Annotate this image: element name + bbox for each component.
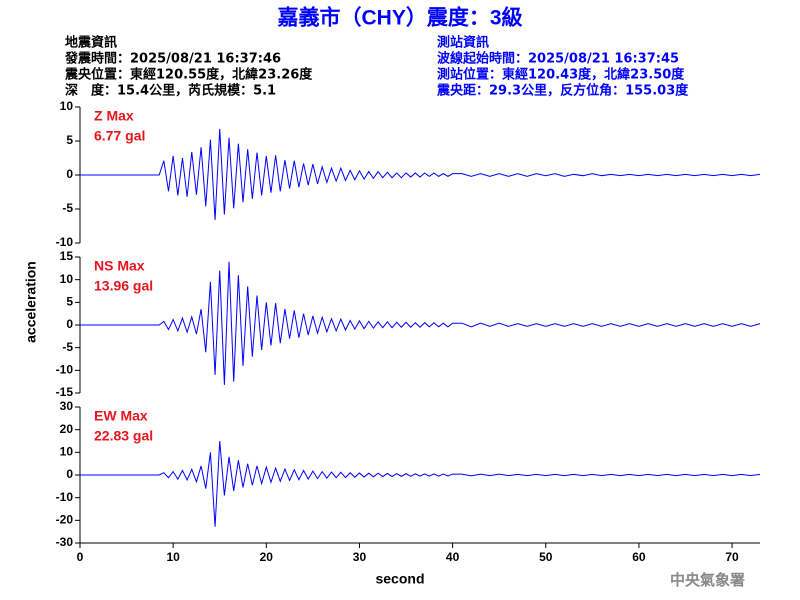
header-left: 地震資訊 發震時間：2025/08/21 16:37:46 震央位置：東經120… <box>64 35 313 99</box>
y-tick-label: 10 <box>60 272 74 286</box>
y-tick-label: 5 <box>66 295 73 309</box>
header-text: 發震時間：2025/08/21 16:37:46 <box>64 51 281 67</box>
y-tick-label: -5 <box>62 201 73 215</box>
y-tick-label: 10 <box>60 99 74 113</box>
waveform <box>80 128 761 220</box>
y-tick-label: -10 <box>56 363 74 377</box>
annotation: Z Max <box>94 108 134 124</box>
y-tick-label: -5 <box>62 340 73 354</box>
x-tick-label: 60 <box>632 550 646 564</box>
annotation: 6.77 gal <box>94 128 145 144</box>
x-axis-label: second <box>375 571 424 587</box>
header-text: 深 度：15.4公里，芮氏規模：5.1 <box>65 83 276 99</box>
x-tick-label: 40 <box>446 550 460 564</box>
x-tick-label: 10 <box>166 550 180 564</box>
header-text: 地震資訊 <box>65 35 117 51</box>
x-tick-label: 20 <box>260 550 274 564</box>
x-tick-label: 0 <box>77 550 84 564</box>
annotation: NS Max <box>94 258 145 274</box>
y-tick-label: 0 <box>66 467 73 481</box>
waveform <box>80 440 761 527</box>
header-text: 波線起始時間：2025/08/21 16:37:45 <box>437 51 679 67</box>
y-tick-label: 20 <box>60 422 74 436</box>
header-text: 震央位置：東經120.55度，北緯23.26度 <box>64 67 313 83</box>
annotation: 13.96 gal <box>94 278 153 294</box>
y-tick-label: 30 <box>60 399 74 413</box>
y-tick-label: -10 <box>56 235 74 249</box>
header-right: 測站資訊 波線起始時間：2025/08/21 16:37:45 測站位置：東經1… <box>436 35 689 99</box>
x-tick-label: 50 <box>539 550 553 564</box>
header-text: 測站位置：東經120.43度，北緯23.50度 <box>437 67 685 83</box>
header-text: 測站資訊 <box>437 35 489 51</box>
header-text: 震央距：29.3公里，反方位角：155.03度 <box>436 83 689 99</box>
y-tick-label: 0 <box>66 317 73 331</box>
x-tick-label: 70 <box>725 550 739 564</box>
y-tick-label: -30 <box>56 535 74 549</box>
y-tick-label: 0 <box>66 167 73 181</box>
annotation: 22.83 gal <box>94 428 153 444</box>
y-tick-label: -20 <box>56 513 74 527</box>
waveform <box>80 261 761 385</box>
x-tick-label: 30 <box>353 550 367 564</box>
y-axis-label: acceleration <box>23 261 39 343</box>
y-tick-label: 5 <box>66 133 73 147</box>
y-tick-label: -10 <box>56 490 74 504</box>
y-tick-label: 10 <box>60 445 74 459</box>
y-tick-label: 15 <box>60 249 74 263</box>
footer: 中央氣象署 <box>670 571 745 589</box>
annotation: EW Max <box>94 408 148 424</box>
chart-title: 嘉義市（CHY）震度：3級 <box>277 6 522 30</box>
y-tick-label: -15 <box>56 385 74 399</box>
